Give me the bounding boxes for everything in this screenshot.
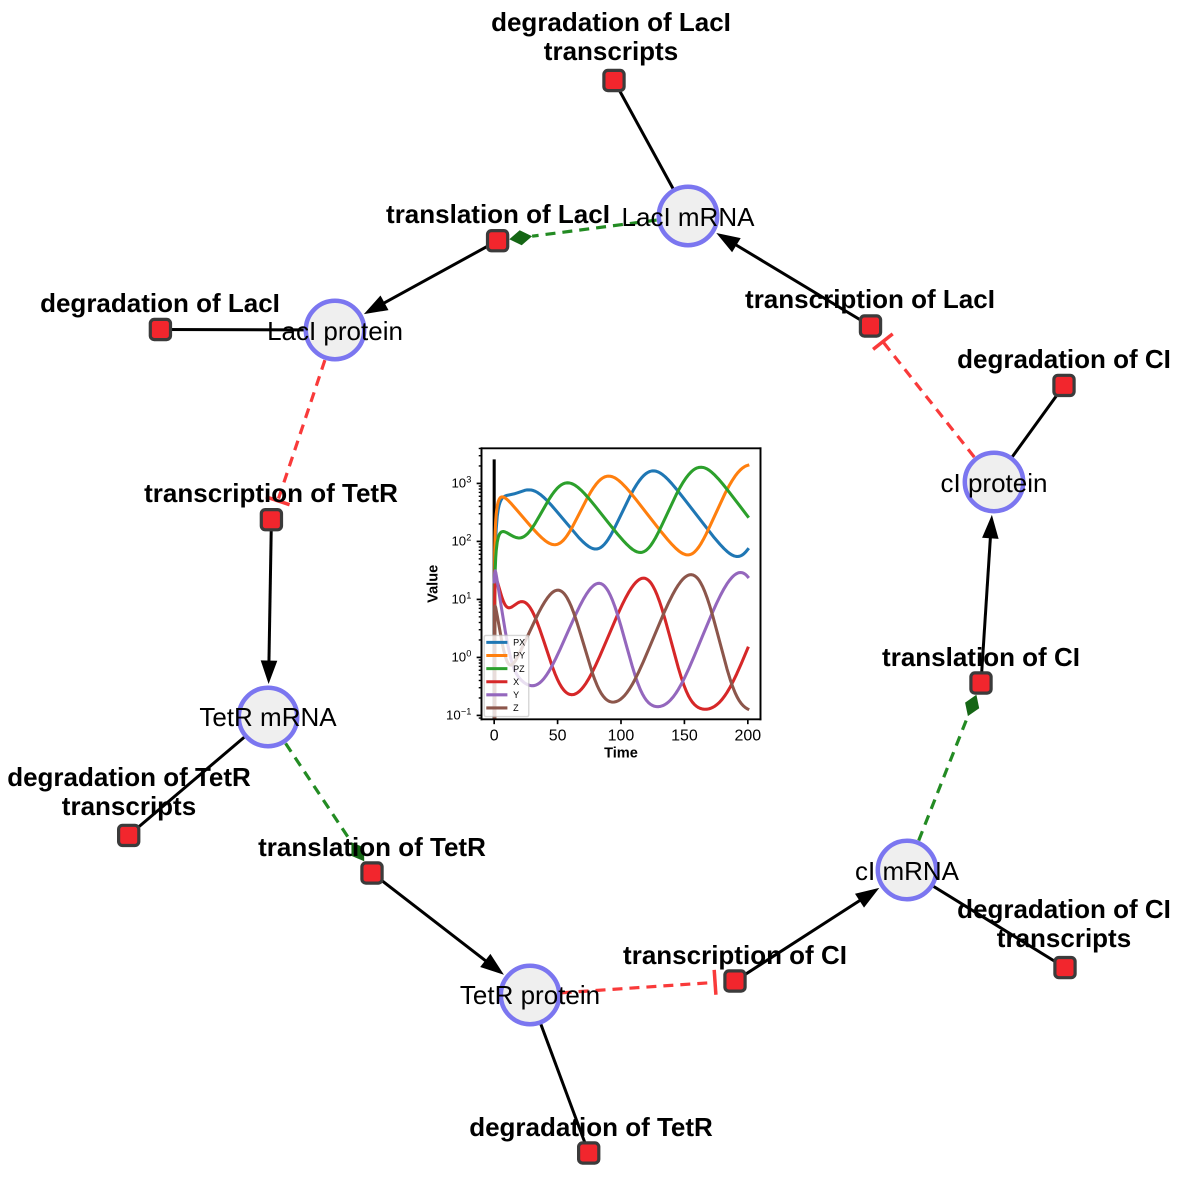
svg-text:degradation of TetR: degradation of TetR — [469, 1112, 713, 1142]
svg-text:Y: Y — [513, 690, 519, 700]
svg-text:1 0 −: 1 0 − 1 — [446, 694, 472, 724]
svg-text:1 0 0: 1 0 0 — [451, 641, 472, 666]
svg-text:150: 150 — [671, 727, 698, 744]
svg-text:translation of TetR: translation of TetR — [258, 832, 486, 862]
svg-text:transcripts: transcripts — [62, 791, 196, 821]
svg-text:cI protein: cI protein — [941, 468, 1048, 498]
svg-text:LacI protein: LacI protein — [267, 316, 403, 346]
svg-text:1 0 3: 1 0 3 — [451, 467, 472, 492]
svg-text:PX: PX — [513, 637, 525, 647]
svg-text:cI mRNA: cI mRNA — [855, 856, 960, 886]
svg-text:PY: PY — [513, 650, 525, 660]
svg-text:transcripts: transcripts — [997, 923, 1131, 953]
svg-text:Time: Time — [604, 745, 638, 760]
svg-text:transcription of TetR: transcription of TetR — [144, 478, 398, 508]
svg-text:50: 50 — [549, 727, 567, 744]
svg-text:LacI mRNA: LacI mRNA — [622, 202, 756, 232]
svg-text:degradation of CI: degradation of CI — [957, 894, 1171, 924]
svg-text:transcripts: transcripts — [544, 36, 678, 66]
svg-text:0: 0 — [490, 727, 499, 744]
svg-text:100: 100 — [607, 727, 634, 744]
svg-text:degradation of LacI: degradation of LacI — [40, 288, 280, 318]
svg-text:transcription of LacI: transcription of LacI — [745, 284, 995, 314]
svg-text:1 0 2: 1 0 2 — [451, 525, 472, 550]
svg-text:PZ: PZ — [513, 664, 525, 674]
svg-text:transcription of CI: transcription of CI — [623, 940, 847, 970]
svg-text:TetR protein: TetR protein — [460, 980, 600, 1010]
svg-text:Value: Value — [425, 565, 441, 603]
svg-text:degradation of TetR: degradation of TetR — [7, 762, 251, 792]
svg-text:Z: Z — [513, 703, 519, 713]
svg-text:degradation of CI: degradation of CI — [957, 344, 1171, 374]
svg-text:TetR mRNA: TetR mRNA — [199, 702, 337, 732]
svg-text:translation of LacI: translation of LacI — [386, 199, 610, 229]
svg-text:X: X — [513, 677, 519, 687]
svg-text:200: 200 — [734, 727, 761, 744]
svg-text:translation of CI: translation of CI — [882, 642, 1080, 672]
svg-text:1 0 1: 1 0 1 — [451, 583, 472, 608]
svg-text:degradation of LacI: degradation of LacI — [491, 7, 731, 37]
